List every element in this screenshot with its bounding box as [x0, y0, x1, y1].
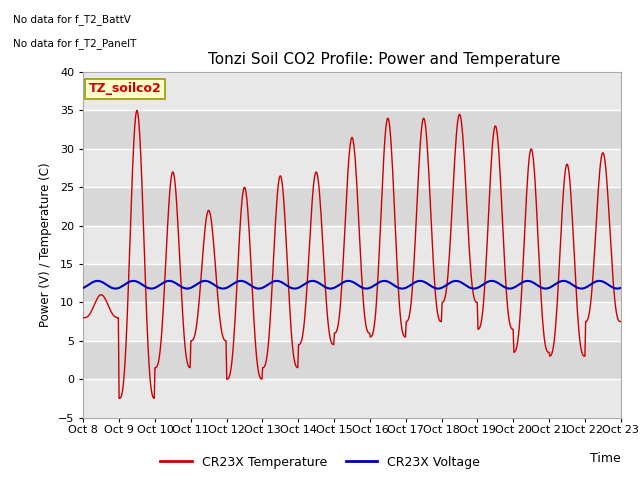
Text: TZ_soilco2: TZ_soilco2	[88, 83, 161, 96]
Title: Tonzi Soil CO2 Profile: Power and Temperature: Tonzi Soil CO2 Profile: Power and Temper…	[208, 52, 561, 67]
Bar	[83, 302, 621, 341]
Text: Time: Time	[590, 452, 621, 465]
Bar	[83, 226, 621, 264]
Text: No data for f_T2_BattV: No data for f_T2_BattV	[13, 14, 131, 25]
Bar	[83, 379, 621, 418]
Bar	[83, 149, 621, 187]
Bar	[83, 264, 621, 302]
Text: No data for f_T2_PanelT: No data for f_T2_PanelT	[13, 38, 136, 49]
Bar	[83, 341, 621, 379]
Bar	[83, 110, 621, 149]
Legend: CR23X Temperature, CR23X Voltage: CR23X Temperature, CR23X Voltage	[156, 451, 484, 474]
Bar	[83, 187, 621, 226]
Bar	[83, 72, 621, 110]
Y-axis label: Power (V) / Temperature (C): Power (V) / Temperature (C)	[39, 163, 52, 327]
